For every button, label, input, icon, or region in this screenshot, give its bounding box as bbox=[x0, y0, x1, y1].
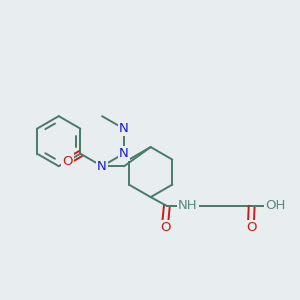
Text: OH: OH bbox=[265, 200, 285, 212]
Text: O: O bbox=[160, 221, 171, 234]
Text: N: N bbox=[119, 147, 129, 160]
Text: N: N bbox=[119, 122, 129, 135]
Text: NH: NH bbox=[178, 200, 198, 212]
Text: N: N bbox=[97, 160, 107, 173]
Text: O: O bbox=[246, 221, 256, 234]
Text: O: O bbox=[62, 154, 73, 167]
